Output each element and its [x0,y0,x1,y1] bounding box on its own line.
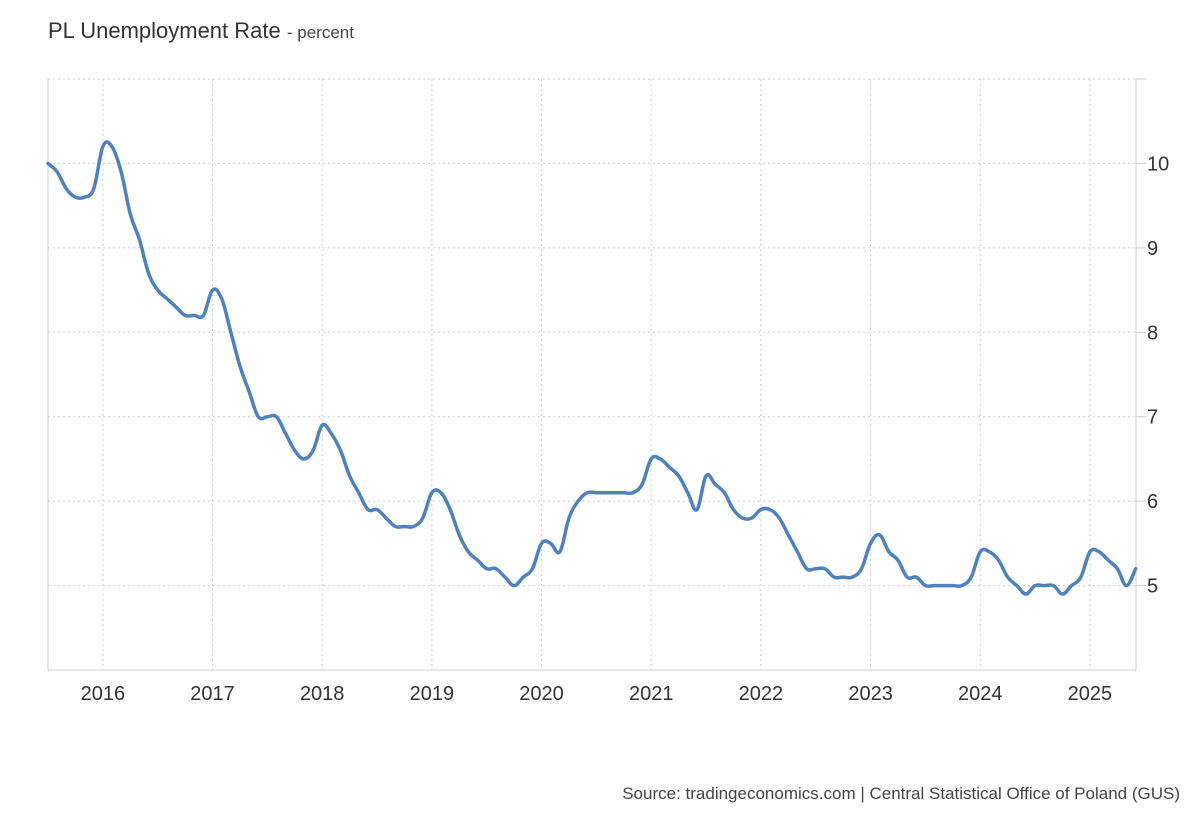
grid-lines [48,78,1136,670]
x-tick-label: 2022 [739,683,784,705]
x-tick-label: 2024 [958,683,1003,705]
source-note: Source: tradingeconomics.com | Central S… [622,784,1180,803]
chart-title-text: PL Unemployment Rate [48,18,281,43]
y-tick-label: 5 [1147,576,1158,598]
y-tick-label: 6 [1147,491,1158,513]
x-tick-label: 2021 [629,683,674,705]
x-tick-label: 2018 [300,683,345,705]
y-tick-label: 10 [1147,153,1169,175]
x-tick-label: 2023 [848,683,893,705]
y-tick-label: 9 [1147,238,1158,260]
plot-series [46,140,1138,596]
x-axis-labels: 2016 2017 2018 2019 2020 2021 2022 2023 2024 2025 [81,683,1113,705]
y-tick-label: 7 [1147,407,1158,429]
x-tick-label: 2017 [190,683,235,705]
unemployment-rate-line [46,140,1138,596]
x-tick-label: 2020 [519,683,564,705]
chart-unit: - percent [286,23,354,42]
x-tick-label: 2025 [1068,683,1113,705]
x-tick-label: 2019 [410,683,455,705]
y-tick-label: 8 [1147,322,1158,344]
chart-title: PL Unemployment Rate - percent [48,18,354,44]
y-axis-labels: 5 6 7 8 9 10 [1147,153,1169,597]
x-tick-label: 2016 [81,683,126,705]
